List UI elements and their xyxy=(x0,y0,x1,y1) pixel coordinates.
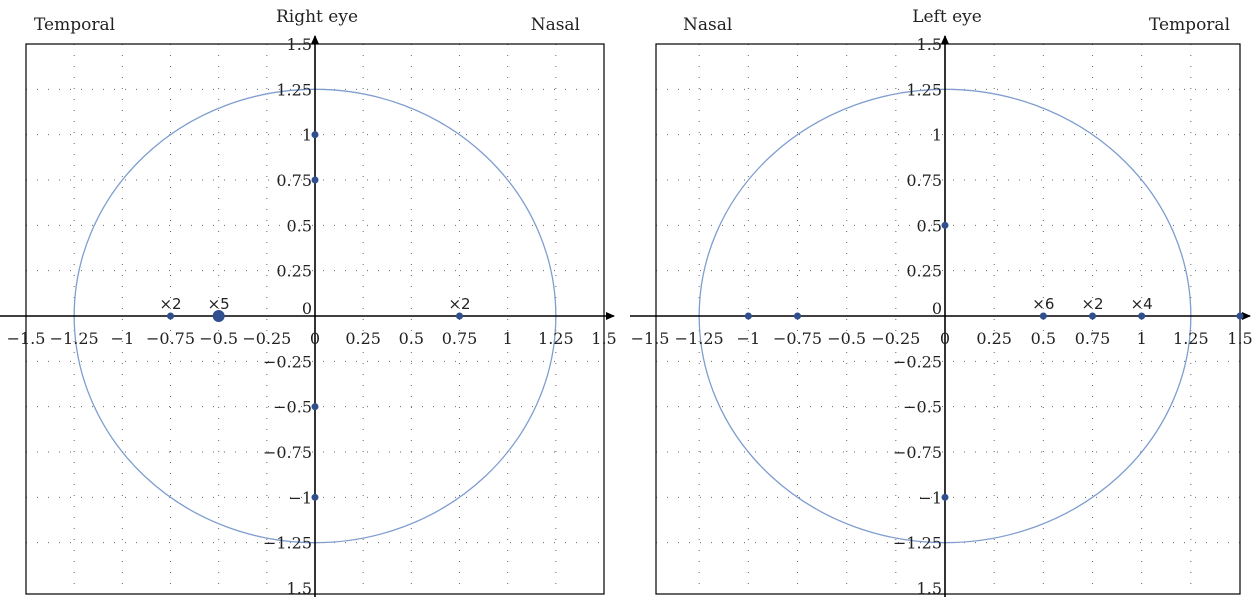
corner-label-left: Temporal xyxy=(34,15,115,35)
data-point xyxy=(1138,312,1146,320)
data-point xyxy=(941,221,949,229)
data-point xyxy=(311,131,319,139)
x-tick-label: −0.75 xyxy=(773,329,822,348)
x-tick-label: −1 xyxy=(737,329,761,348)
y-tick-label: 0.25 xyxy=(276,262,312,281)
y-tick-label: 0.5 xyxy=(287,216,312,235)
x-tick-label: 1.5 xyxy=(591,329,616,348)
y-tick-label: 1.5 xyxy=(917,35,942,54)
y-tick-label: −1 xyxy=(918,488,942,507)
y-tick-label: −0.75 xyxy=(263,443,312,462)
data-point xyxy=(794,312,801,320)
y-tick-label: −0.75 xyxy=(893,443,942,462)
y-tick-label: −1 xyxy=(288,488,312,507)
y-tick-label: 1.25 xyxy=(906,80,942,99)
data-point-label: ×2 xyxy=(448,295,470,313)
x-tick-label: −0.25 xyxy=(871,329,920,348)
x-tick-label: −1.25 xyxy=(50,329,99,348)
x-tick-label: −0.5 xyxy=(827,329,866,348)
data-point-label: ×6 xyxy=(1032,295,1054,313)
y-tick-label: 1 xyxy=(932,126,942,145)
corner-label-right: Temporal xyxy=(1149,15,1230,35)
x-tick-label: −0.25 xyxy=(242,329,291,348)
x-tick-label: 0.75 xyxy=(1075,329,1111,348)
x-tick-label: −1.5 xyxy=(631,329,670,348)
plot-frame xyxy=(655,43,1241,595)
x-tick-label: 0.75 xyxy=(442,329,478,348)
x-tick-label: −0.75 xyxy=(146,329,195,348)
data-point xyxy=(167,312,174,320)
y-tick-label: −0.25 xyxy=(893,352,942,371)
corner-label-right: Nasal xyxy=(531,15,580,35)
x-tick-label: 0.5 xyxy=(399,329,424,348)
data-point-label: ×4 xyxy=(1131,295,1153,313)
data-point xyxy=(311,403,319,411)
data-point xyxy=(1039,312,1047,320)
y-tick-label: 1.5 xyxy=(287,35,312,54)
data-point-label: ×2 xyxy=(1081,295,1103,313)
chart-title: Left eye xyxy=(912,7,982,27)
x-tick-label: 1.25 xyxy=(538,329,574,348)
x-tick-label: 1 xyxy=(1137,329,1147,348)
data-point xyxy=(212,310,225,322)
y-tick-label: 0.25 xyxy=(906,262,942,281)
data-point xyxy=(1089,312,1096,320)
x-tick-label: 1 xyxy=(503,329,513,348)
y-tick-label: 1 xyxy=(302,126,312,145)
x-tick-label: 0.25 xyxy=(345,329,381,348)
y-tick-label: −1.25 xyxy=(263,534,312,553)
data-point-label: ×2 xyxy=(159,295,181,313)
x-tick-label: 0.5 xyxy=(1031,329,1056,348)
y-tick-label: 1.5 xyxy=(287,579,312,597)
y-tick-label: 0 xyxy=(932,299,942,318)
data-point xyxy=(744,312,752,320)
y-tick-label: 0.5 xyxy=(917,216,942,235)
x-tick-label: 0.25 xyxy=(976,329,1012,348)
y-tick-label: −1.25 xyxy=(893,534,942,553)
left-eye-panel: Nasal Temporal Left eye −1.5 −1.25 −1 −0.75 −0.… xyxy=(630,7,1253,597)
x-tick-label: 1.25 xyxy=(1173,329,1209,348)
data-point xyxy=(311,176,319,184)
y-tick-label: 0.75 xyxy=(906,171,942,190)
y-tick-label: 0.75 xyxy=(276,171,312,190)
y-tick-label: 1.5 xyxy=(917,579,942,597)
data-point-label: ×5 xyxy=(208,295,230,313)
chart-title: Right eye xyxy=(276,7,358,27)
y-tick-label: 0 xyxy=(302,299,312,318)
y-tick-label: −0.25 xyxy=(263,352,312,371)
x-tick-label: −1 xyxy=(111,329,135,348)
x-tick-label: −1.25 xyxy=(675,329,724,348)
x-tick-label: 1.5 xyxy=(1227,329,1252,348)
x-tick-label: −1.5 xyxy=(7,329,46,348)
data-point xyxy=(311,493,319,501)
x-tick-label: −0.5 xyxy=(199,329,238,348)
x-tick-label: 0 xyxy=(310,329,320,348)
data-point xyxy=(941,493,949,501)
data-point xyxy=(456,312,463,320)
y-tick-label: −0.5 xyxy=(903,398,942,417)
data-point xyxy=(1236,312,1244,320)
corner-label-left: Nasal xyxy=(683,15,732,35)
y-tick-label: −0.5 xyxy=(273,398,312,417)
x-tick-label: 0 xyxy=(940,329,950,348)
y-tick-label: 1.25 xyxy=(276,80,312,99)
